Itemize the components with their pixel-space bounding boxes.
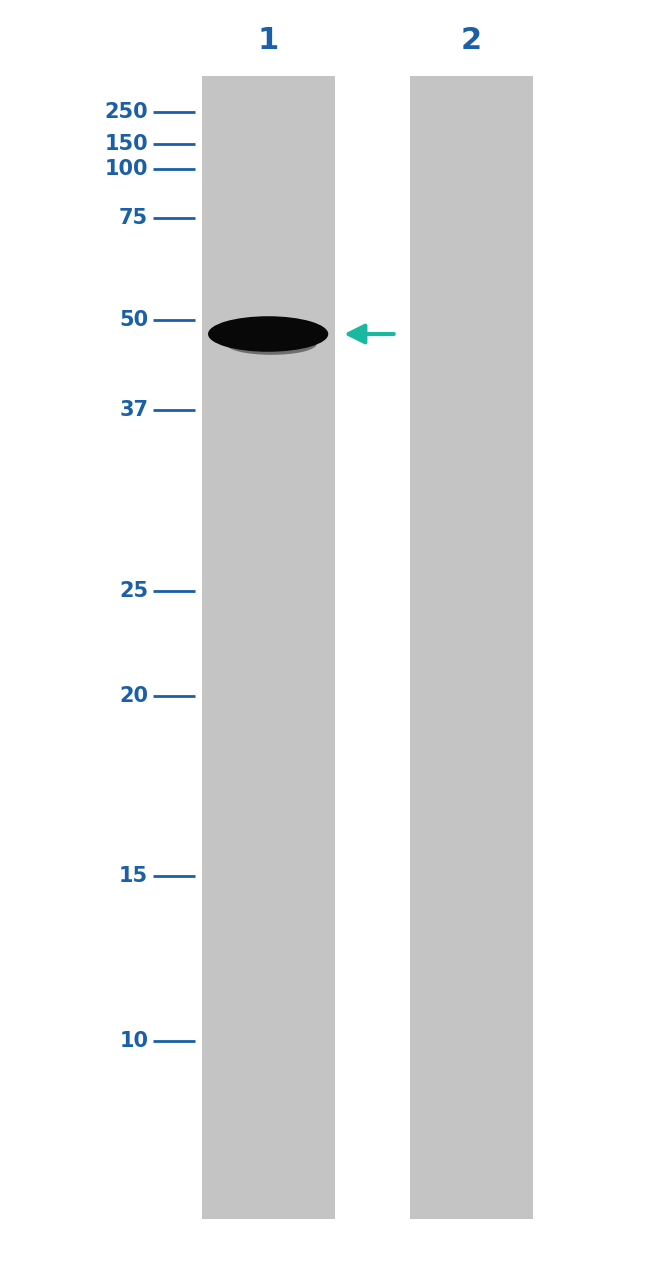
Text: 50: 50 [119,310,148,330]
Text: 10: 10 [119,1031,148,1052]
Text: 2: 2 [461,27,482,55]
Text: 250: 250 [105,102,148,122]
Text: 20: 20 [119,686,148,706]
Text: 15: 15 [119,866,148,886]
Text: 25: 25 [119,580,148,601]
Bar [410,76,533,1219]
Ellipse shape [208,316,328,352]
Text: 1: 1 [257,27,279,55]
Text: 37: 37 [119,400,148,420]
Bar [202,76,335,1219]
Ellipse shape [226,334,317,354]
Text: 75: 75 [119,208,148,229]
Text: 150: 150 [105,133,148,154]
Text: 100: 100 [105,159,148,179]
